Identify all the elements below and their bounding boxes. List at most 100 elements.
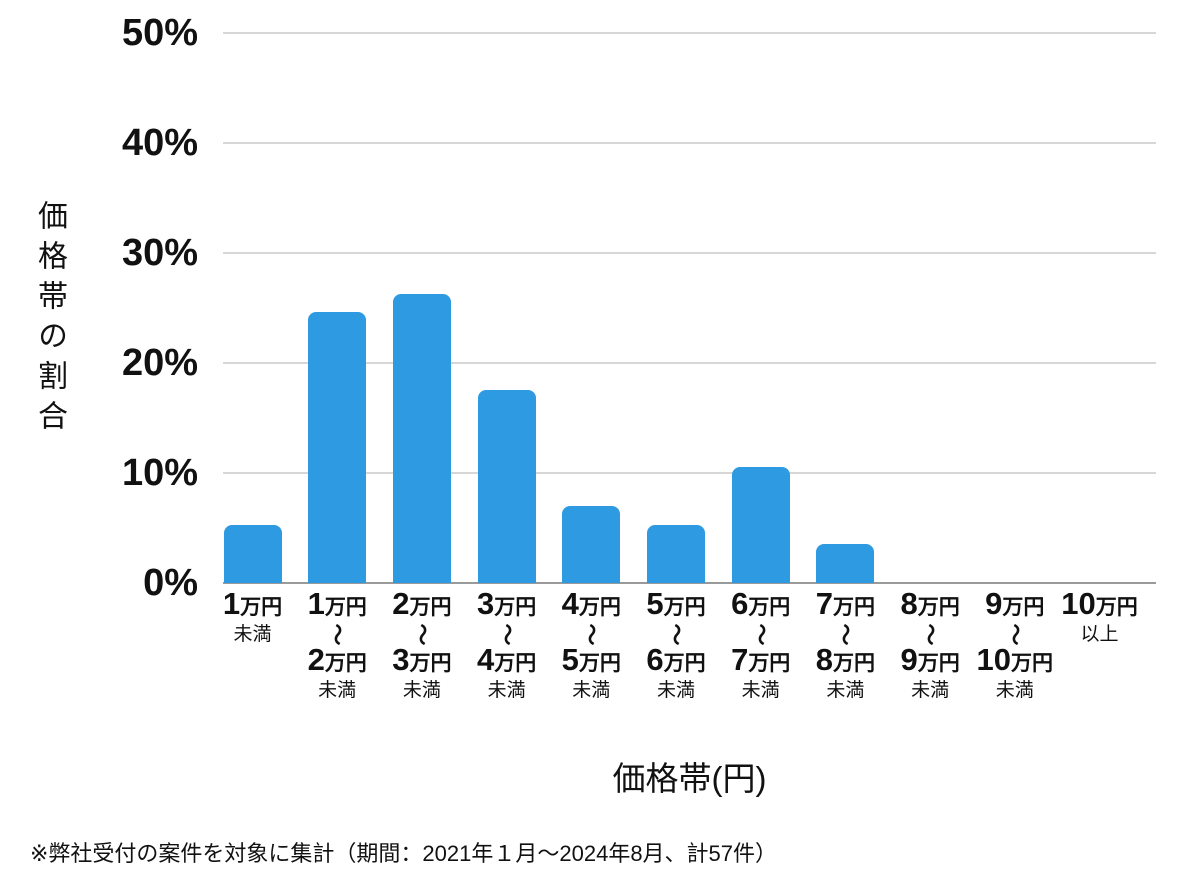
x-category-label: 2万円〜 3万円 未満: [379, 588, 465, 703]
x-category-label: 4万円〜 5万円 未満: [548, 588, 634, 703]
amount-number: 3: [476, 586, 495, 621]
category-amount: 9万円: [972, 588, 1058, 623]
range-tilde: 〜: [718, 623, 804, 646]
amount-number: 8: [815, 642, 834, 677]
footnote: ※弊社受付の案件を対象に集計（期間：2021年１月〜2024年8月、計57件）: [30, 841, 778, 866]
x-category-label: 3万円〜 4万円 未満: [464, 588, 550, 703]
amount-unit: 万円: [409, 596, 452, 619]
amount-unit: 万円: [1002, 596, 1045, 619]
tilde-glyph: 〜: [748, 623, 774, 646]
amount-number: 5: [561, 642, 579, 677]
category-qualifier: 未満: [656, 680, 695, 701]
amount-number: 10: [1061, 586, 1096, 621]
category-amount: 2万円: [379, 588, 465, 623]
x-category-label: 10万円 以上: [1057, 588, 1143, 647]
y-tick-label: 40%: [121, 122, 198, 164]
category-amount: 6万円: [633, 644, 719, 679]
amount-number: 4: [561, 586, 579, 621]
tilde-glyph: 〜: [832, 623, 858, 646]
amount-unit: 万円: [409, 652, 452, 675]
category-qualifier: 未満: [826, 680, 865, 701]
category-amount: 1万円: [294, 588, 380, 623]
amount-number: 7: [731, 642, 749, 677]
category-qualifier: 未満: [402, 680, 441, 701]
category-qualifier: 未満: [911, 680, 950, 701]
bar: [392, 294, 451, 583]
range-tilde: 〜: [887, 623, 973, 646]
range-tilde: 〜: [972, 623, 1058, 646]
amount-number: 1: [222, 586, 241, 621]
category-amount: 9万円: [887, 644, 973, 679]
amount-number: 9: [900, 642, 918, 677]
amount-unit: 万円: [494, 652, 537, 675]
x-axis-line: [223, 582, 1156, 584]
x-axis-title: 価格帯(円): [612, 760, 767, 797]
bar: [731, 467, 790, 583]
x-category-label: 8万円〜 9万円 未満: [887, 588, 973, 703]
range-tilde: 〜: [464, 623, 550, 646]
y-axis-title: 価格帯の割合: [33, 200, 66, 440]
gridline: [223, 142, 1156, 144]
category-amount: 7万円: [718, 644, 804, 679]
tilde-glyph: 〜: [578, 623, 604, 646]
category-amount: 4万円: [548, 588, 634, 623]
amount-number: 4: [476, 642, 495, 677]
amount-unit: 万円: [324, 652, 367, 675]
plot-area: [223, 32, 1156, 584]
category-amount: 7万円: [802, 588, 888, 623]
bar: [477, 390, 536, 583]
x-category-label: 6万円〜 7万円 未満: [718, 588, 804, 703]
x-category-label: 1万円 未満: [210, 588, 296, 647]
category-amount: 3万円: [379, 644, 465, 679]
amount-number: 9: [985, 586, 1003, 621]
category-amount: 5万円: [633, 588, 719, 623]
category-amount: 8万円: [802, 644, 888, 679]
amount-number: 10: [976, 642, 1012, 677]
bar: [816, 544, 875, 583]
gridline: [223, 362, 1156, 364]
category-amount: 10万円: [1057, 588, 1143, 623]
amount-unit: 万円: [748, 596, 791, 619]
x-category-label: 1万円〜 2万円 未満: [294, 588, 380, 703]
category-amount: 3万円: [464, 588, 550, 623]
tilde-glyph: 〜: [663, 623, 689, 646]
amount-unit: 万円: [1011, 652, 1054, 675]
amount-unit: 万円: [663, 596, 706, 619]
amount-number: 2: [307, 642, 325, 677]
amount-unit: 万円: [833, 596, 876, 619]
category-qualifier: 未満: [233, 624, 272, 645]
category-qualifier: 未満: [487, 680, 526, 701]
category-qualifier: 未満: [741, 680, 780, 701]
amount-number: 7: [815, 586, 834, 621]
amount-unit: 万円: [917, 652, 960, 675]
x-category-label: 9万円〜 10万円 未満: [972, 588, 1058, 703]
category-amount: 6万円: [718, 588, 804, 623]
category-amount: 5万円: [548, 644, 634, 679]
gridline: [223, 472, 1156, 474]
bar: [647, 525, 705, 583]
amount-unit: 万円: [240, 596, 283, 619]
amount-number: 6: [731, 586, 749, 621]
amount-number: 6: [646, 642, 664, 677]
tilde-glyph: 〜: [324, 623, 350, 646]
category-amount: 1万円: [210, 588, 296, 623]
category-qualifier: 以上: [1080, 624, 1119, 645]
bar: [223, 525, 282, 583]
amount-unit: 万円: [324, 596, 367, 619]
amount-unit: 万円: [494, 596, 537, 619]
tilde-glyph: 〜: [409, 623, 435, 646]
x-category-label: 7万円〜 8万円 未満: [802, 588, 888, 703]
category-amount: 10万円: [972, 644, 1058, 679]
gridline: [223, 32, 1156, 34]
amount-number: 5: [646, 586, 664, 621]
amount-number: 2: [392, 586, 410, 621]
category-qualifier: 未満: [318, 680, 357, 701]
amount-unit: 万円: [578, 652, 621, 675]
amount-unit: 万円: [663, 652, 706, 675]
amount-unit: 万円: [917, 596, 960, 619]
range-tilde: 〜: [802, 623, 888, 646]
range-tilde: 〜: [379, 623, 465, 646]
category-amount: 4万円: [464, 644, 550, 679]
amount-number: 1: [307, 586, 325, 621]
